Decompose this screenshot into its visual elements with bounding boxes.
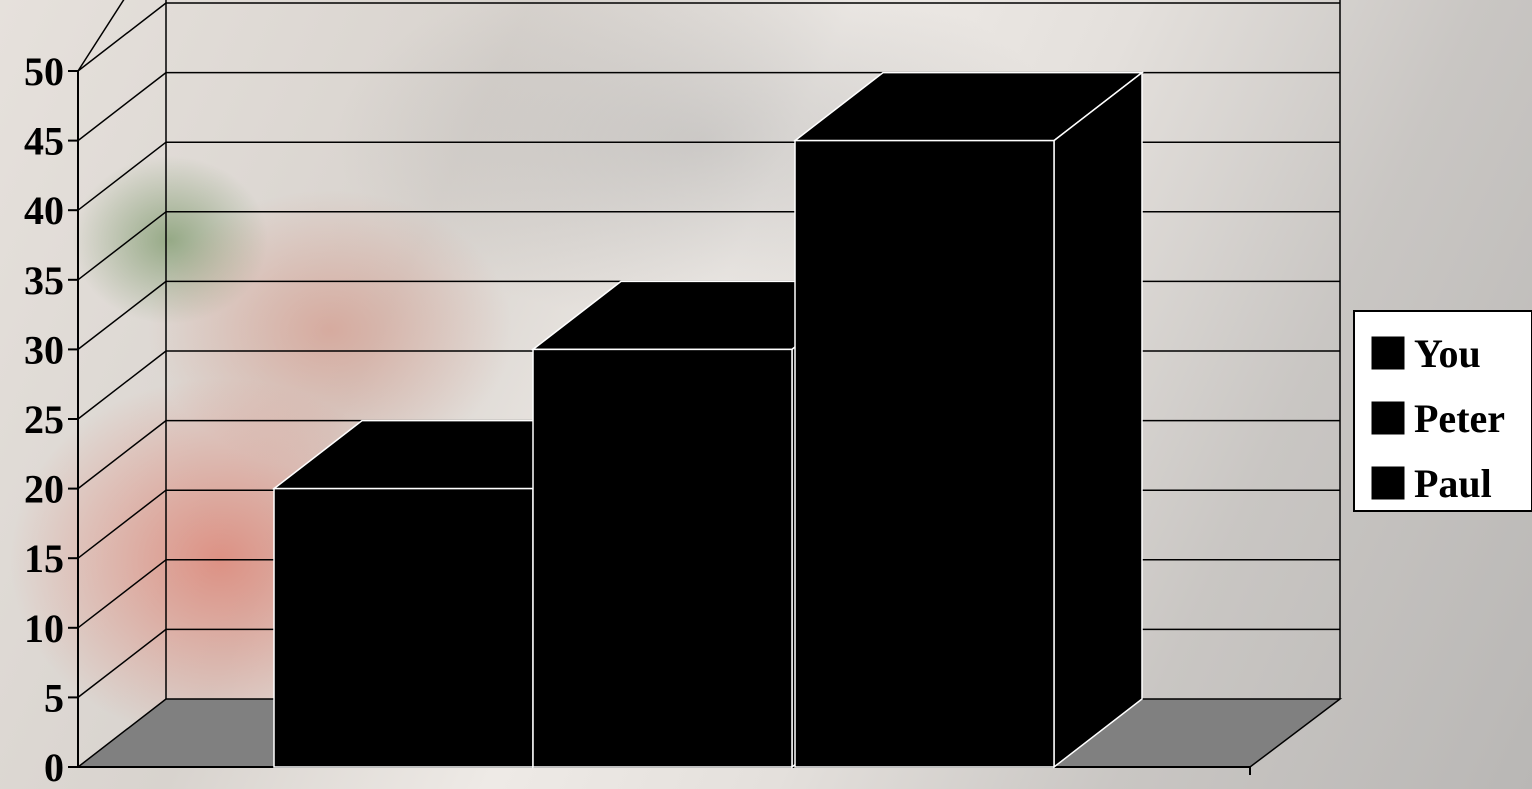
gridline-side xyxy=(77,2,167,72)
y-tick-label: 5 xyxy=(44,675,64,720)
gridline-side xyxy=(77,420,167,490)
y-tick-label: 25 xyxy=(24,397,64,442)
legend-label: You xyxy=(1414,331,1481,376)
gridline-side xyxy=(77,72,167,142)
gridline-side xyxy=(77,280,167,350)
gridline-side xyxy=(77,350,167,420)
bar-front-face xyxy=(794,139,1055,768)
y-tick-label: 10 xyxy=(24,606,64,651)
y-tick-label: 30 xyxy=(24,327,64,372)
gridline-side xyxy=(77,628,167,698)
y-tick-label: 50 xyxy=(24,49,64,94)
y-tick-label: 20 xyxy=(24,467,64,512)
legend-swatch xyxy=(1371,401,1405,435)
y-tick-label: 15 xyxy=(24,536,64,581)
y-tick-label: 35 xyxy=(24,258,64,303)
y-tick-label: 45 xyxy=(24,119,64,164)
chart-legend: You Peter Paul xyxy=(1353,310,1532,512)
y-tick-label: 40 xyxy=(24,188,64,233)
bar-front-face xyxy=(273,487,534,768)
left-wall-top-edge xyxy=(77,0,125,72)
gridline-side xyxy=(77,489,167,559)
y-tick-label: 0 xyxy=(44,745,64,789)
gridline-side xyxy=(77,141,167,211)
bar-front-face xyxy=(532,348,793,768)
y-tick-labels: 0 5 10 15 20 25 30 35 40 45 50 xyxy=(24,49,64,789)
bar-side-face xyxy=(1053,71,1143,769)
legend-label: Paul xyxy=(1414,461,1492,506)
bar-paul xyxy=(792,71,1145,769)
legend-label: Peter xyxy=(1414,396,1505,441)
gridline-side xyxy=(77,559,167,629)
chart-bars xyxy=(271,71,1145,769)
legend-swatch xyxy=(1371,336,1405,370)
gridline-side xyxy=(77,211,167,281)
legend-swatch xyxy=(1371,466,1405,500)
